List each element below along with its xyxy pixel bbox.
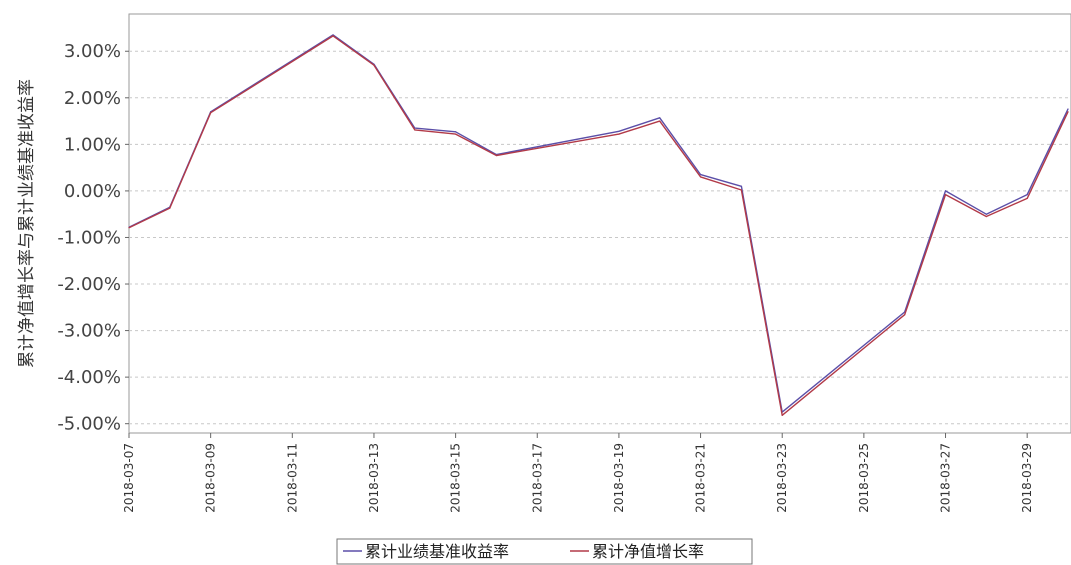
data-point <box>740 189 742 191</box>
gridlines <box>129 50 1071 425</box>
series-line-benchmark <box>128 34 1069 413</box>
y-tick-label: -5.00% <box>57 414 121 435</box>
x-tick-label: 2018-03-25 <box>857 443 871 513</box>
data-point <box>944 194 947 196</box>
data-point <box>455 133 457 135</box>
y-axis: -5.00% -4.00% -3.00% -2.00% -1.00% 0.00% 1.00%… <box>57 41 129 435</box>
x-tick-label: 2018-03-29 <box>1020 443 1034 513</box>
x-tick-label: 2018-03-11 <box>285 443 299 513</box>
data-point <box>495 154 498 157</box>
data-point <box>414 129 416 131</box>
y-tick-label: -4.00% <box>57 367 121 388</box>
data-point <box>373 64 375 66</box>
y-tick-label: 0.00% <box>64 181 121 202</box>
x-tick-label: 2018-03-21 <box>694 443 708 513</box>
data-point <box>740 185 742 187</box>
data-point <box>985 213 987 215</box>
y-tick-label: 3.00% <box>64 41 121 62</box>
data-point <box>169 207 171 209</box>
data-point <box>455 131 457 133</box>
x-tick-label: 2018-03-17 <box>530 443 544 513</box>
x-axis: 2018-03-07 2018-03-09 2018-03-11 2018-03-13… <box>122 433 1034 513</box>
data-point <box>128 227 130 229</box>
legend-label-nav: 累计净值增长率 <box>592 542 704 561</box>
x-tick-label: 2018-03-09 <box>204 443 218 513</box>
data-point <box>618 130 620 132</box>
legend-box <box>336 538 753 565</box>
y-tick-label: -1.00% <box>57 227 121 248</box>
x-tick-label: 2018-03-23 <box>775 443 789 513</box>
data-point <box>699 176 702 178</box>
series-lines <box>128 34 1069 416</box>
x-tick-label: 2018-03-15 <box>449 443 463 513</box>
plot-area <box>128 13 1071 434</box>
x-tick-label: 2018-03-27 <box>939 443 953 513</box>
data-point <box>1067 111 1069 113</box>
data-point <box>904 314 906 316</box>
data-point <box>1067 108 1069 110</box>
y-tick-label: 2.00% <box>64 88 121 109</box>
data-point <box>332 34 334 36</box>
data-point <box>618 133 620 135</box>
data-point <box>332 35 334 37</box>
data-point <box>944 190 947 192</box>
legend-label-benchmark: 累计业绩基准收益率 <box>365 542 509 561</box>
data-point <box>210 112 212 114</box>
y-tick-label: 1.00% <box>64 134 121 155</box>
x-tick-label: 2018-03-19 <box>612 443 626 513</box>
y-tick-label: -3.00% <box>57 321 121 342</box>
y-tick-label: -2.00% <box>57 274 121 295</box>
data-point <box>781 414 783 416</box>
data-point <box>659 117 661 119</box>
data-point <box>699 174 702 176</box>
data-point <box>1026 197 1028 199</box>
data-point <box>985 215 987 218</box>
x-tick-label: 2018-03-13 <box>367 443 381 513</box>
x-tick-label: 2018-03-07 <box>122 443 136 513</box>
series-line-nav <box>128 35 1069 416</box>
legend: 累计业绩基准收益率 累计净值增长率 <box>336 538 753 565</box>
data-point <box>659 120 661 122</box>
y-axis-label: 累计净值增长率与累计业绩基准收益率 <box>17 79 37 368</box>
data-point <box>1026 194 1028 196</box>
